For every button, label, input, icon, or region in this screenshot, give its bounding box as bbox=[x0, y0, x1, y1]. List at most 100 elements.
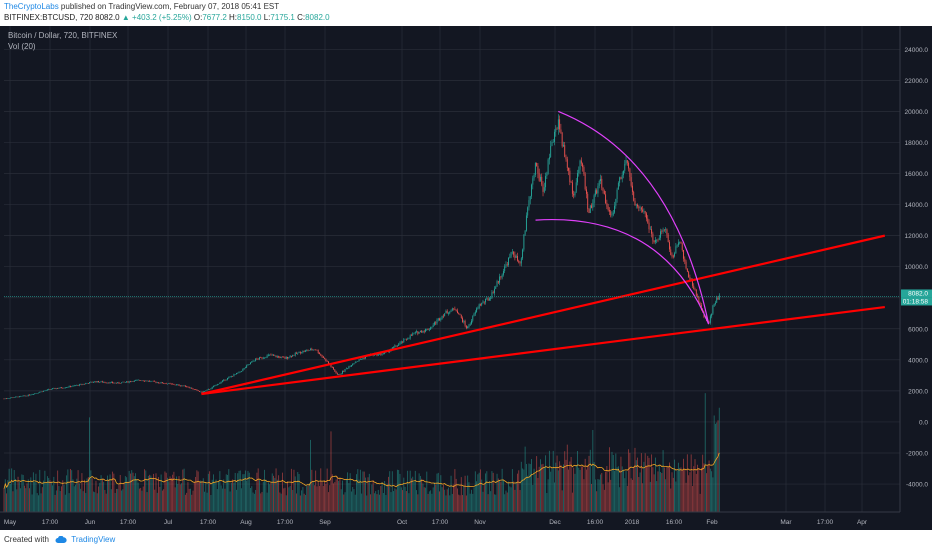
candle-body bbox=[73, 385, 75, 387]
volume-bar bbox=[287, 481, 289, 512]
candle-body bbox=[611, 214, 613, 216]
price-chart[interactable]: 24000.0 22000.0 20000.0 18000.0 16000.0 14000… bbox=[0, 26, 932, 530]
candle-body bbox=[711, 313, 713, 317]
candle-body bbox=[442, 315, 444, 317]
candle-body bbox=[419, 330, 421, 332]
volume-bar bbox=[690, 454, 692, 512]
candle-body bbox=[310, 349, 311, 351]
candle-body bbox=[496, 281, 498, 287]
volume-bar bbox=[215, 479, 217, 512]
volume-bar bbox=[533, 468, 535, 512]
volume-bar bbox=[611, 451, 613, 512]
volume-bar bbox=[211, 479, 213, 512]
candle-body bbox=[53, 388, 55, 389]
volume-bar bbox=[94, 492, 96, 512]
volume-bar bbox=[123, 482, 125, 512]
volume-bar bbox=[243, 474, 245, 512]
volume-bar bbox=[174, 487, 176, 512]
volume-bar bbox=[141, 490, 143, 512]
volume-bar bbox=[343, 494, 345, 512]
candle-body bbox=[46, 389, 48, 391]
time-tick-label: May bbox=[4, 519, 17, 526]
volume-bar bbox=[467, 475, 469, 512]
candle-body bbox=[560, 129, 562, 133]
volume-bar bbox=[665, 479, 667, 512]
candle-body bbox=[393, 346, 395, 348]
volume-bar bbox=[195, 476, 197, 512]
volume-bar bbox=[169, 476, 171, 512]
candle-body bbox=[536, 162, 538, 166]
volume-bar bbox=[435, 484, 437, 512]
volume-bar bbox=[439, 491, 441, 512]
time-tick-label: 2018 bbox=[625, 519, 640, 526]
volume-bar bbox=[684, 469, 686, 512]
volume-bar bbox=[371, 484, 373, 512]
volume-bar bbox=[261, 491, 263, 512]
candle-body bbox=[616, 189, 618, 199]
candle-body bbox=[686, 268, 688, 272]
candle-body bbox=[577, 173, 578, 183]
volume-bar bbox=[588, 455, 590, 512]
volume-bar bbox=[191, 494, 193, 512]
volume-bar bbox=[419, 476, 421, 512]
volume-bar bbox=[654, 457, 656, 512]
candle-body bbox=[435, 322, 437, 324]
candle-body bbox=[110, 382, 112, 383]
candle-body bbox=[192, 388, 194, 390]
volume-bar bbox=[20, 488, 22, 512]
candle-body bbox=[439, 318, 441, 320]
candle-body bbox=[198, 391, 200, 392]
candle-body bbox=[497, 281, 499, 283]
candle-body bbox=[647, 218, 649, 223]
candle-body bbox=[140, 380, 142, 381]
time-tick-label: 17:00 bbox=[432, 519, 449, 526]
price-axis[interactable]: 24000.0 22000.0 20000.0 18000.0 16000.0 14000… bbox=[4, 26, 932, 530]
volume-bar bbox=[288, 487, 290, 512]
candle-body bbox=[302, 350, 304, 353]
volume-bar bbox=[525, 463, 527, 512]
volume-bar bbox=[418, 473, 420, 512]
time-axis[interactable]: May 17:00 Jun 17:00 Jul 17:00 Aug 17:00 Sep Oct 17… bbox=[0, 511, 900, 526]
candle-body bbox=[684, 258, 686, 262]
volume-bar bbox=[556, 455, 558, 512]
volume-bar bbox=[660, 471, 661, 512]
candle-body bbox=[78, 384, 80, 386]
candle-body bbox=[21, 395, 23, 397]
volume-bar bbox=[202, 478, 204, 512]
volume-bar bbox=[620, 456, 622, 512]
candle-body bbox=[598, 181, 600, 186]
tradingview-brand[interactable]: TradingView bbox=[71, 535, 116, 544]
volume-bar bbox=[603, 489, 605, 512]
volume-bar bbox=[637, 457, 638, 512]
volume-bar bbox=[612, 454, 614, 512]
candle-body bbox=[413, 332, 415, 334]
candle-body bbox=[365, 356, 366, 359]
volume-bar bbox=[246, 480, 248, 512]
author-link[interactable]: TheCryptoLabs bbox=[4, 2, 59, 11]
volume-bar bbox=[144, 469, 145, 512]
volume-bar bbox=[367, 477, 369, 512]
candle-body bbox=[219, 382, 221, 385]
candle-body bbox=[421, 330, 423, 333]
volume-bar bbox=[677, 462, 679, 512]
candle-body bbox=[528, 200, 530, 208]
volume-bar bbox=[142, 486, 144, 512]
volume-bar bbox=[679, 467, 681, 512]
volume-bar bbox=[154, 489, 156, 512]
volume-bar bbox=[531, 459, 532, 512]
volume-bar bbox=[131, 470, 133, 512]
volume-bar bbox=[348, 483, 350, 512]
volume-bar bbox=[43, 480, 45, 512]
volume-bar bbox=[675, 481, 677, 512]
candle-body bbox=[266, 355, 268, 358]
candle-body bbox=[395, 345, 397, 347]
volume-bar bbox=[244, 470, 246, 512]
price-tick-label: 18000.0 bbox=[905, 140, 929, 147]
volume-bar bbox=[396, 469, 398, 512]
candle-body bbox=[113, 382, 115, 384]
candle-body bbox=[597, 185, 599, 194]
candle-body bbox=[150, 381, 152, 382]
candle-body bbox=[18, 396, 20, 398]
volume-bar bbox=[442, 484, 444, 512]
candle-body bbox=[612, 212, 614, 215]
